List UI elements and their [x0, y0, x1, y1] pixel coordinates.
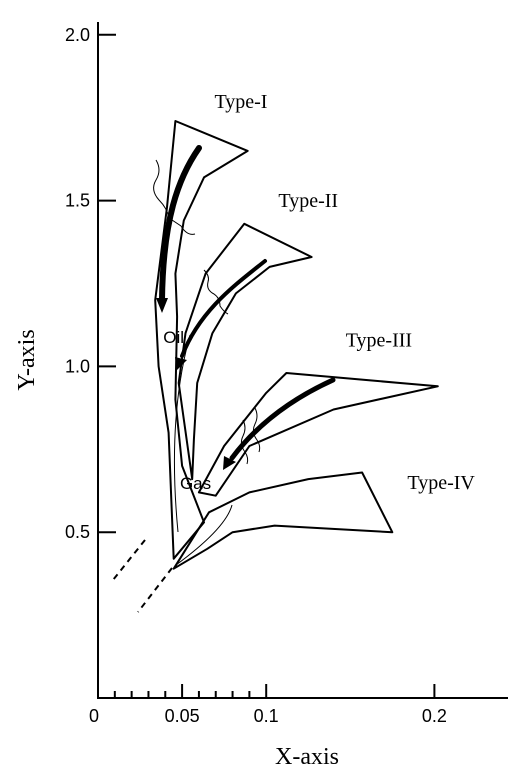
region-type-iii — [197, 372, 439, 497]
ticks: 0.5 1.0 1.5 2.0 0 0.05 0.1 0.2 — [65, 25, 447, 726]
region-label: Type-I — [214, 91, 267, 113]
y-tick-label: 0.5 — [65, 522, 90, 542]
zone-label: Gas — [180, 474, 211, 493]
dashed-extension — [112, 539, 146, 581]
x-tick-label: 0.05 — [165, 706, 200, 726]
inner-boundary — [173, 334, 191, 533]
region-type-ii — [177, 222, 313, 481]
y-tick-label: 1.0 — [65, 356, 90, 376]
region-label: Type-III — [346, 330, 412, 352]
dashed-extension — [137, 567, 173, 613]
flow-arrow — [159, 145, 202, 303]
inner-boundary — [175, 504, 233, 566]
wavy-boundary — [252, 407, 261, 453]
zone-label: Oil — [163, 328, 184, 347]
x-tick-label: 0.2 — [422, 706, 447, 726]
region-type-i — [154, 120, 249, 560]
y-axis-title: Y-axis — [14, 329, 40, 390]
region-decorations — [112, 145, 336, 613]
wavy-boundary — [240, 419, 249, 465]
arrow-head — [156, 298, 168, 313]
region-label: Type-II — [278, 190, 338, 212]
region-label: Type-IV — [407, 472, 475, 494]
flow-arrow — [229, 377, 336, 461]
y-tick-label: 2.0 — [65, 25, 90, 45]
y-tick-label: 1.5 — [65, 191, 90, 211]
x-tick-label: 0.1 — [254, 706, 279, 726]
x-tick-label: 0 — [89, 706, 99, 726]
wavy-boundary — [203, 269, 229, 315]
regions — [154, 120, 439, 570]
wavy-boundary — [153, 159, 196, 235]
arrow-head — [223, 456, 236, 470]
labels: Type-I Type-II Type-III Type-IV Oil Gas — [163, 91, 475, 494]
region-type-iv — [172, 471, 394, 570]
x-axis-title: X-axis — [275, 744, 339, 770]
